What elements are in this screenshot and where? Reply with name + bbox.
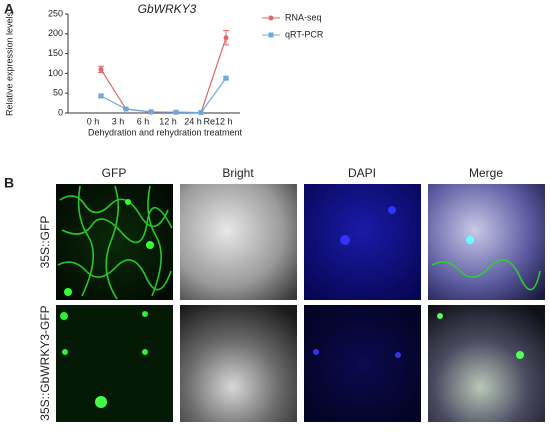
y-tick-label: 200 — [48, 28, 63, 38]
column-header: Merge — [469, 166, 503, 180]
image-gfp — [56, 305, 173, 422]
legend-marker — [269, 16, 274, 21]
x-tick-label: 3 h — [112, 116, 125, 126]
image-bright — [180, 305, 297, 422]
marker — [174, 110, 179, 115]
marker — [199, 110, 204, 115]
marker — [224, 76, 229, 81]
marker — [224, 35, 229, 40]
y-tick-label: 150 — [48, 48, 63, 58]
row-label: 35S::GbWRKY3-GFP — [38, 305, 52, 420]
image-dapi — [304, 305, 421, 422]
series-line — [101, 38, 226, 113]
legend-label: RNA-seq — [285, 12, 322, 22]
image-bright — [180, 184, 297, 300]
x-tick-label: Re12 h — [203, 116, 232, 126]
x-tick-label: 24 h — [184, 116, 202, 126]
column-header: Bright — [222, 166, 254, 180]
marker — [149, 109, 154, 114]
image-merge — [428, 305, 545, 422]
image-dapi — [304, 184, 421, 300]
x-tick-label: 0 h — [87, 116, 100, 126]
legend-marker — [269, 33, 274, 38]
marker — [124, 107, 129, 112]
y-tick-label: 100 — [48, 68, 63, 78]
x-tick-label: 6 h — [137, 116, 150, 126]
panel-label: B — [4, 175, 14, 191]
y-tick-label: 50 — [53, 88, 63, 98]
y-tick-label: 0 — [58, 107, 63, 117]
micrographs — [56, 184, 545, 422]
column-header: GFP — [102, 166, 127, 180]
x-axis-label: Dehydration and rehydration treatment — [88, 127, 243, 137]
image-merge — [428, 184, 545, 300]
column-header: DAPI — [348, 166, 376, 180]
marker — [99, 67, 104, 72]
marker — [99, 93, 104, 98]
x-tick-label: 12 h — [159, 116, 177, 126]
row-label: 35S::GFP — [38, 216, 52, 269]
chart-title: GbWRKY3 — [138, 2, 197, 16]
y-tick-label: 250 — [48, 8, 63, 18]
y-axis-label: Relative expression levels — [4, 11, 14, 116]
legend-label: qRT-PCR — [285, 29, 324, 39]
